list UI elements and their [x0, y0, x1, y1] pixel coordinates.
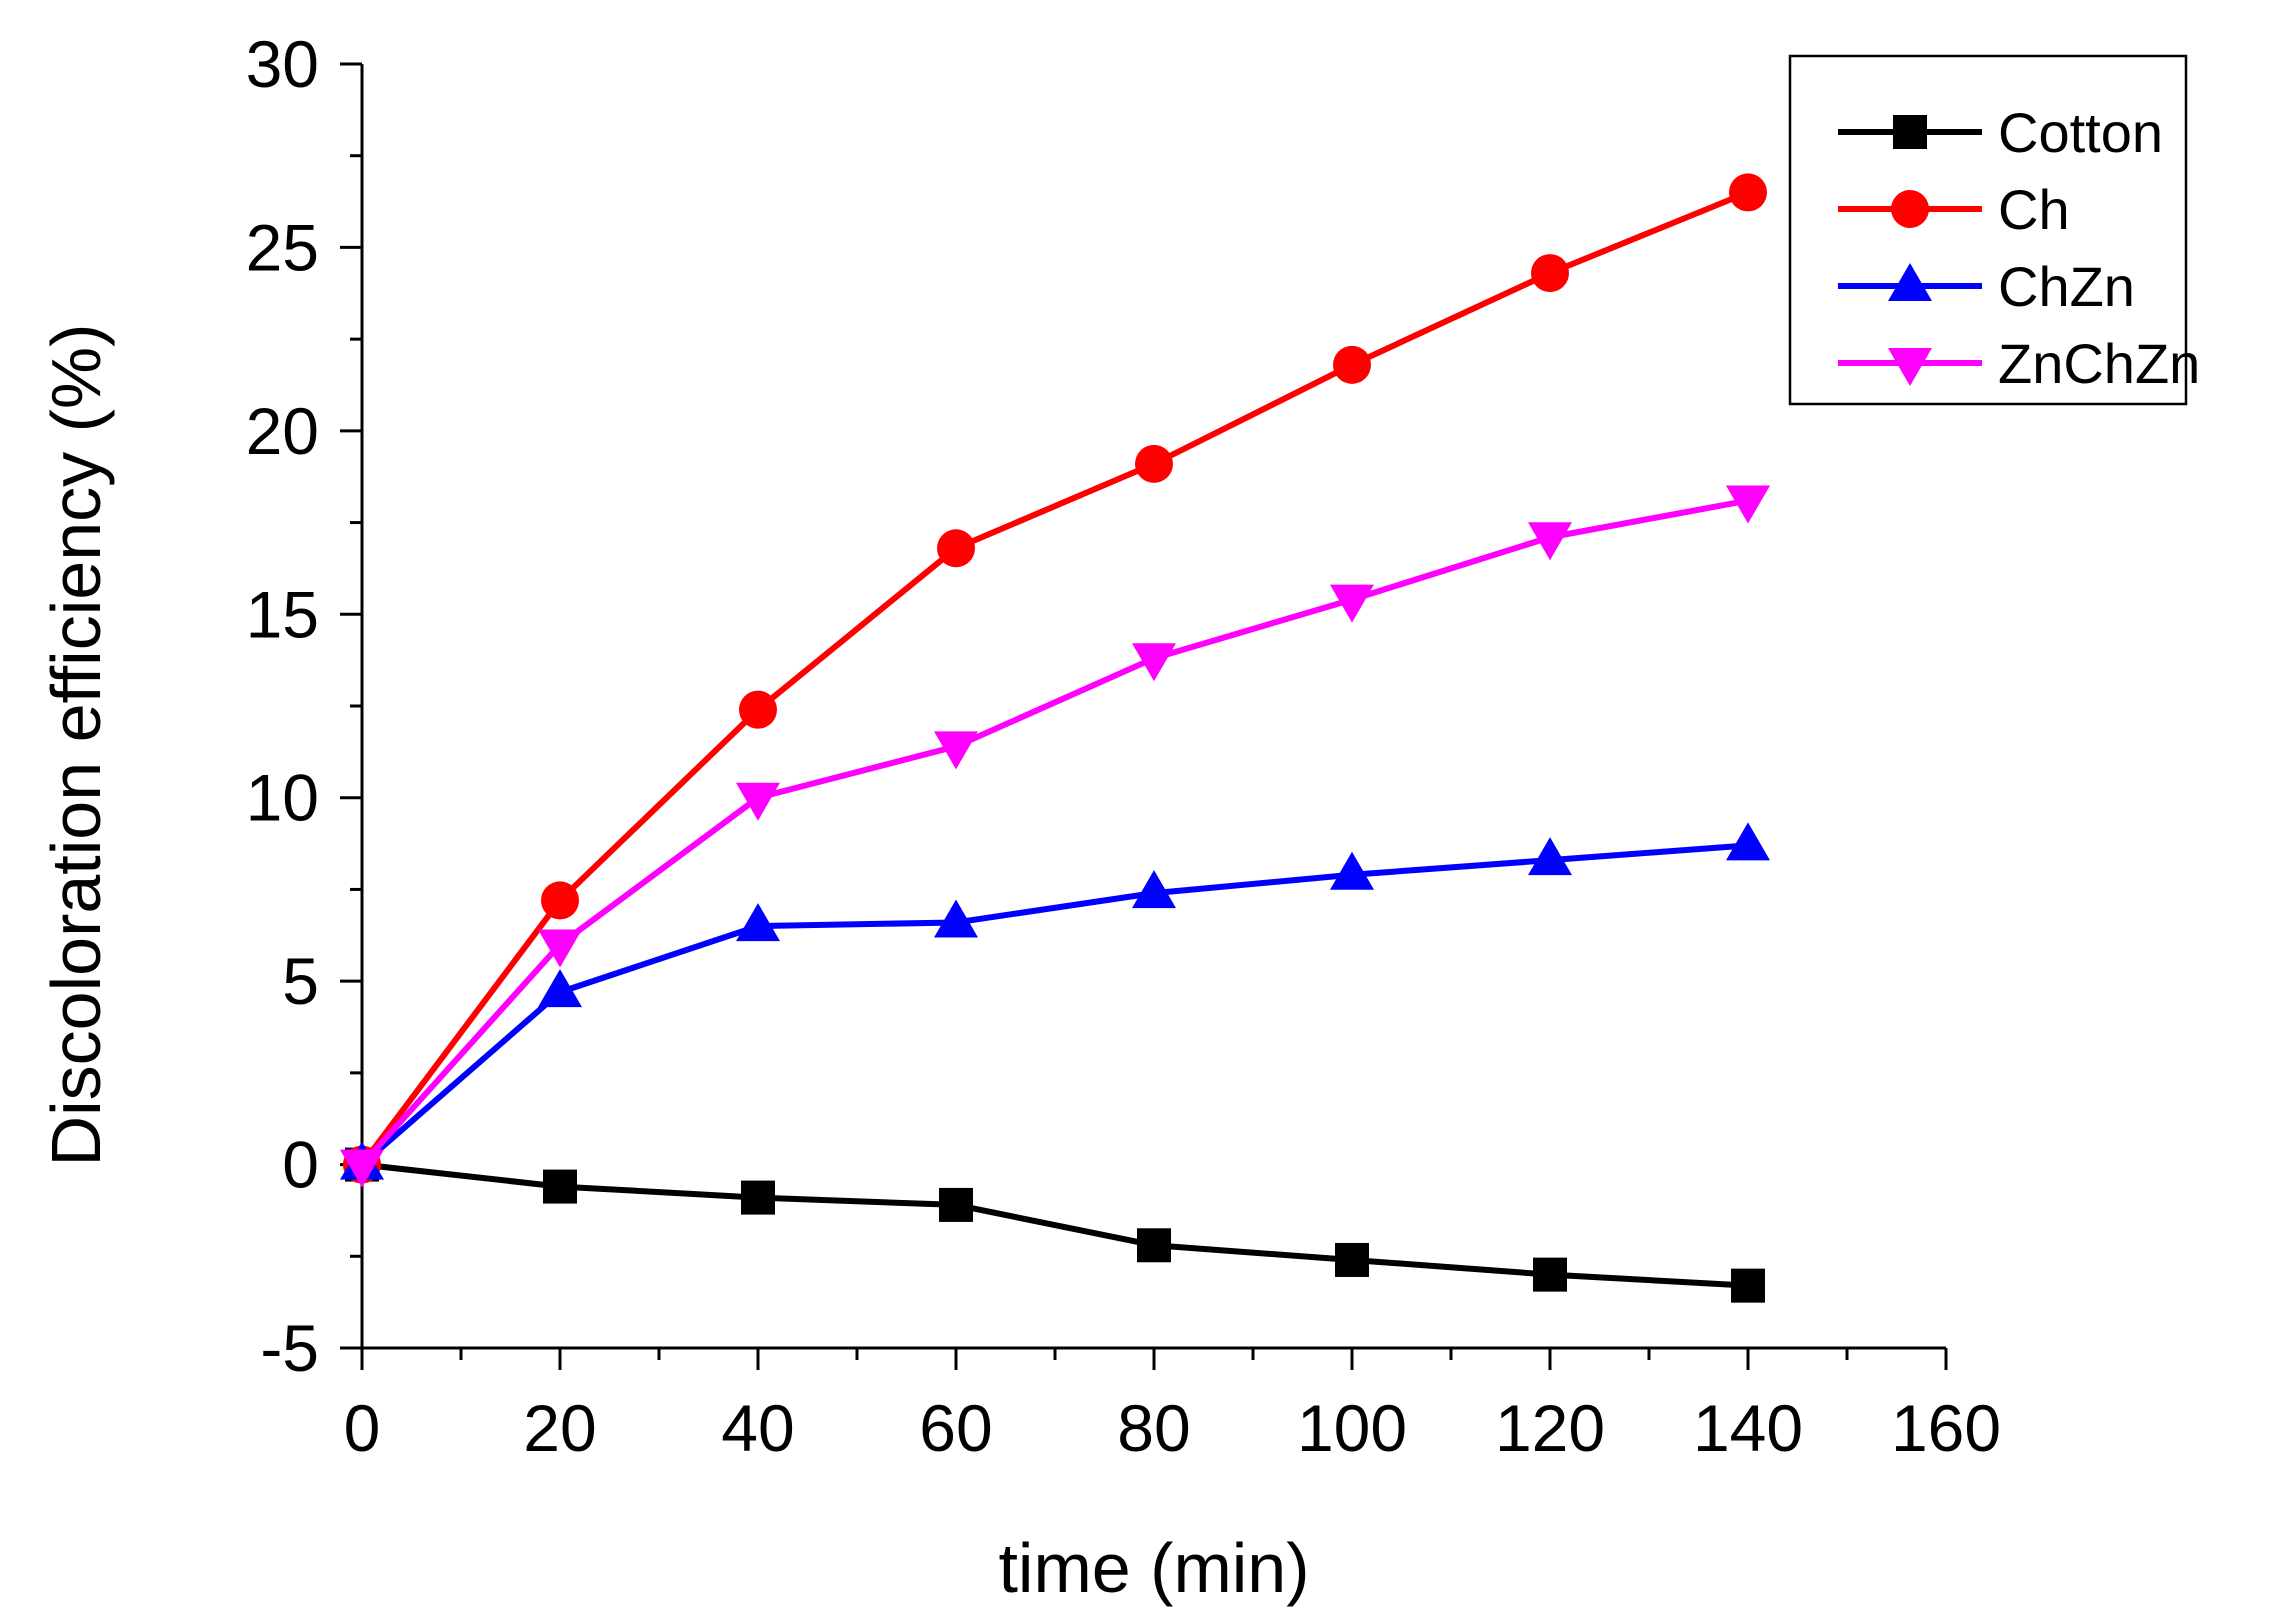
legend-item-znchzn: ZnChZn	[1838, 332, 2200, 395]
legend-marker	[1893, 115, 1927, 149]
data-point-znchzn	[934, 731, 978, 770]
y-tick-label: 10	[246, 761, 319, 835]
series-cotton	[345, 1147, 1765, 1303]
data-point-chzn	[1726, 822, 1770, 861]
data-point-cotton	[1137, 1228, 1171, 1263]
series-line-chzn	[360, 842, 1749, 1167]
data-point-chzn	[934, 899, 978, 938]
data-point-ch	[1135, 444, 1173, 483]
x-tick-label: 160	[1891, 1391, 2001, 1465]
data-point-ch	[937, 529, 975, 568]
series-znchzn	[340, 485, 1770, 1188]
data-point-ch	[541, 881, 579, 920]
data-point-cotton	[741, 1180, 775, 1215]
data-point-znchzn	[1726, 485, 1770, 524]
y-tick-label: 0	[282, 1128, 319, 1202]
legend-item-chzn: ChZn	[1838, 255, 2135, 318]
data-point-ch	[1729, 173, 1767, 212]
legend-marker	[1888, 263, 1932, 301]
legend-marker	[1888, 348, 1932, 386]
x-tick-label: 80	[1117, 1391, 1190, 1465]
x-tick-label: 20	[523, 1391, 596, 1465]
data-point-ch	[1531, 254, 1569, 293]
data-point-znchzn	[1132, 643, 1176, 682]
legend-label: ChZn	[1998, 255, 2135, 318]
data-point-cotton	[1533, 1257, 1567, 1292]
data-point-chzn	[1132, 870, 1176, 909]
data-point-cotton	[543, 1169, 577, 1204]
data-point-cotton	[1731, 1268, 1765, 1303]
x-axis-title: time (min)	[998, 1529, 1309, 1607]
y-tick-label: 5	[282, 944, 319, 1018]
data-point-chzn	[538, 969, 582, 1008]
x-tick-label: 100	[1297, 1391, 1407, 1465]
data-point-znchzn	[1330, 584, 1374, 623]
data-point-znchzn	[736, 782, 780, 821]
data-point-cotton	[1335, 1242, 1369, 1277]
data-point-ch	[739, 690, 777, 729]
data-point-ch	[1333, 345, 1371, 384]
y-tick-label: 30	[246, 27, 319, 101]
legend-label: Cotton	[1998, 101, 2163, 164]
legend-label: Ch	[1998, 178, 2070, 241]
legend-item-cotton: Cotton	[1838, 101, 2163, 164]
data-point-chzn	[1330, 851, 1374, 890]
series-line-cotton	[361, 1161, 1749, 1289]
legend-item-ch: Ch	[1838, 178, 2070, 241]
data-point-znchzn	[1528, 522, 1572, 561]
x-tick-label: 60	[919, 1391, 992, 1465]
data-point-chzn	[736, 903, 780, 942]
x-tick-label: 140	[1693, 1391, 1803, 1465]
series-ch	[343, 173, 1767, 1184]
y-tick-label: 25	[246, 210, 319, 284]
y-tick-label: -5	[260, 1311, 319, 1385]
series-line-ch	[359, 189, 1750, 1167]
y-axis-title: Discoloration efficiency (%)	[37, 324, 115, 1167]
x-tick-label: 120	[1495, 1391, 1605, 1465]
y-tick-label: 15	[246, 577, 319, 651]
axes: 0 20 40 60 80 100 120 140 160 -5 0 5 10 15 20 25 30	[246, 27, 2001, 1465]
data-point-cotton	[939, 1187, 973, 1222]
x-tick-label: 0	[344, 1391, 381, 1465]
data-point-znchzn	[538, 929, 582, 968]
data-point-chzn	[1528, 837, 1572, 876]
legend: Cotton Ch ChZn ZnChZn	[1788, 54, 2200, 406]
x-tick-label: 40	[721, 1391, 794, 1465]
series-layer	[340, 173, 1770, 1303]
legend-label: ZnChZn	[1998, 332, 2200, 395]
legend-box	[1788, 54, 2188, 406]
y-tick-label: 20	[246, 394, 319, 468]
series-line-znchzn	[359, 497, 1749, 1167]
legend-marker	[1891, 190, 1929, 228]
data-point-znchzn	[340, 1149, 384, 1188]
series-chzn	[340, 822, 1770, 1180]
